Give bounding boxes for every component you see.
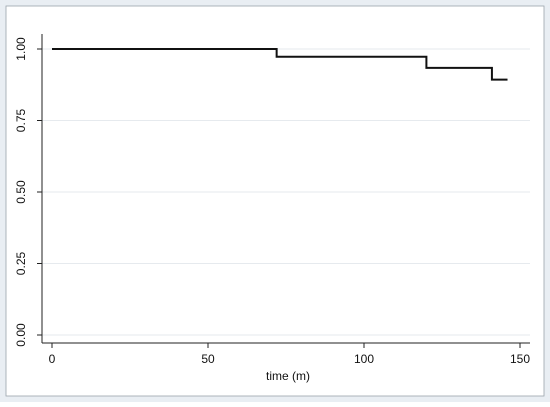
y-tick-label-0: 0.00 [14,323,28,347]
survival-step-line-0 [52,48,508,81]
y-tick-label-2: 0.50 [14,180,28,204]
x-tick-label-3: 150 [510,352,530,366]
y-tick-label-1: 0.25 [14,251,28,275]
x-axis-title: time (m) [266,369,310,383]
x-tick-label-0: 0 [49,352,56,366]
plot-area [5,5,545,397]
x-tick-label-2: 100 [354,352,374,366]
grid-layer [42,48,530,336]
axes-layer: 0.00 0.25 0.50 0.75 1.00 0 50 100 150 [14,34,530,366]
series-layer [52,48,508,81]
y-tick-label-4: 1.00 [14,37,28,61]
x-tick-label-1: 50 [201,352,215,366]
y-tick-label-3: 0.75 [14,108,28,132]
